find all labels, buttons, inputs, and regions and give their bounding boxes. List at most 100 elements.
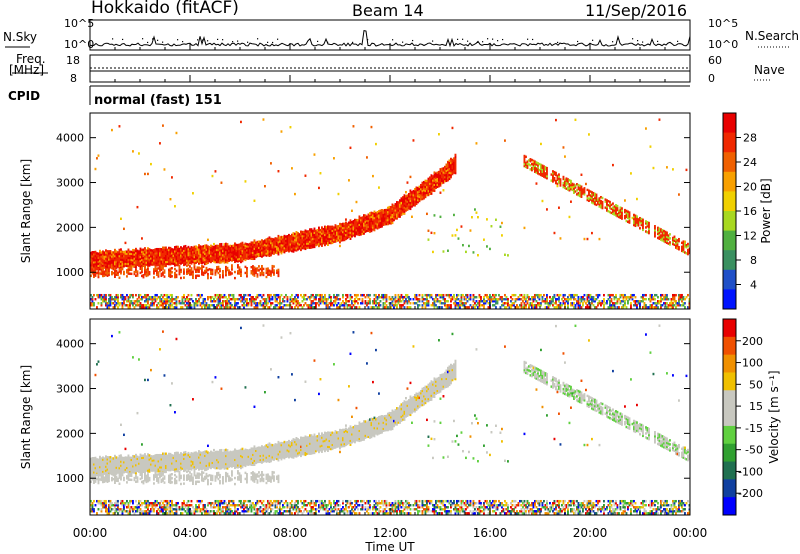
power-cell [240, 295, 242, 299]
power-cell [150, 304, 152, 307]
power-cell [183, 259, 185, 263]
power-cell [213, 250, 215, 253]
power-cell [618, 215, 620, 219]
power-cell [330, 300, 332, 303]
power-cell [94, 167, 97, 171]
power-cell [292, 248, 295, 251]
power-cell [199, 302, 202, 305]
power-cell [442, 302, 445, 305]
power-cell [537, 168, 539, 171]
power-cell [178, 268, 181, 272]
power-cell [381, 293, 383, 297]
power-cell [676, 302, 679, 305]
power-cell [250, 253, 253, 256]
power-cell [382, 293, 385, 297]
power-cell [367, 213, 370, 216]
power-cell [237, 302, 239, 305]
power-cell [192, 254, 194, 258]
power-cell [322, 298, 325, 301]
power-cell [391, 300, 394, 303]
velocity-cell [102, 474, 104, 478]
power-cell [163, 271, 166, 274]
power-cell [187, 304, 190, 307]
power-cell [354, 300, 356, 303]
power-cell [382, 221, 385, 224]
power-cell [189, 259, 191, 263]
power-cell [589, 190, 592, 193]
power-cell [606, 201, 608, 204]
power-cell [637, 302, 640, 305]
power-cell [175, 255, 178, 259]
power-cell [564, 298, 566, 301]
power-cell [97, 252, 100, 255]
power-cell [333, 293, 335, 297]
power-cell [124, 258, 127, 261]
power-cell [528, 298, 530, 301]
power-cell [628, 211, 631, 214]
power-cell [171, 271, 173, 274]
power-cell [436, 179, 439, 183]
power-cell [151, 298, 154, 301]
power-cell [345, 298, 347, 301]
power-cell [409, 175, 412, 179]
power-cell [627, 216, 629, 219]
power-cell [121, 304, 124, 307]
power-cell [222, 295, 224, 299]
power-cell [336, 304, 338, 307]
power-cell [388, 302, 391, 305]
power-cell [147, 293, 149, 297]
power-cell [139, 253, 142, 257]
power-cell [442, 167, 445, 170]
power-cell [316, 241, 319, 244]
power-cell [135, 304, 137, 307]
power-cell [388, 217, 391, 221]
power-cell [241, 257, 244, 261]
power-cell [183, 270, 185, 273]
power-cell [163, 293, 166, 297]
power-cell [352, 234, 355, 237]
power-cell [223, 247, 226, 250]
power-cell [336, 229, 338, 232]
power-cell [615, 204, 617, 207]
power-cell [282, 244, 284, 247]
power-cell [634, 224, 637, 228]
power-cell [222, 300, 224, 303]
power-cell [261, 241, 263, 244]
power-cell [100, 270, 103, 274]
power-cell [684, 240, 686, 243]
power-cell [280, 249, 283, 253]
power-cell [268, 238, 271, 241]
power-cell [217, 258, 220, 262]
power-cell [627, 302, 629, 305]
power-cell [145, 274, 148, 278]
power-cell [526, 293, 529, 297]
power-cell [210, 258, 212, 262]
power-cell [141, 254, 143, 258]
power-cell [313, 231, 316, 235]
power-cell [555, 173, 557, 177]
power-cell [174, 248, 176, 251]
power-cell [336, 239, 338, 242]
power-cell [90, 293, 92, 297]
power-cell [270, 249, 272, 253]
power-cell [222, 269, 224, 273]
power-cell [358, 233, 361, 237]
power-cell [589, 293, 592, 297]
power-cell [435, 184, 437, 187]
power-cell [324, 239, 326, 243]
power-cell [144, 255, 146, 258]
power-cell [682, 295, 685, 299]
power-cell [124, 254, 127, 257]
power-cell [351, 225, 353, 228]
power-cell [165, 258, 167, 262]
power-cell [645, 306, 647, 309]
power-cell [534, 166, 536, 169]
power-cell [382, 215, 385, 218]
power-cell [597, 293, 599, 297]
power-cell [118, 256, 121, 260]
power-cell [636, 219, 638, 222]
power-cell [268, 240, 271, 243]
power-cell [363, 230, 365, 233]
power-cell [357, 227, 359, 230]
power-cell [163, 260, 166, 264]
